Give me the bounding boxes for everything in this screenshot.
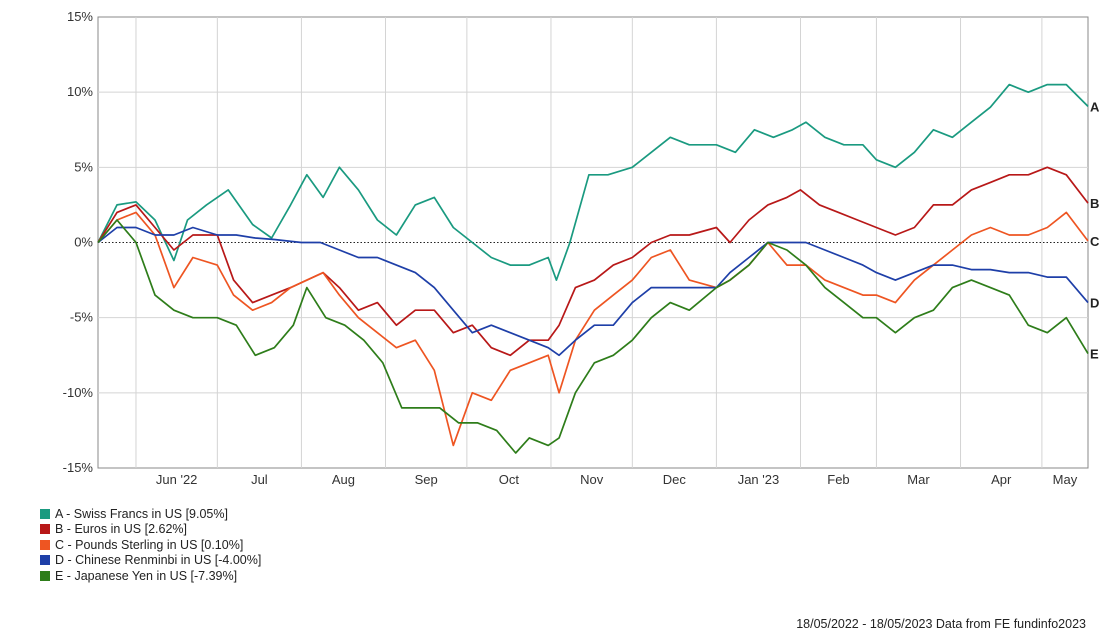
legend-item: C - Pounds Sterling in US [0.10%] xyxy=(40,537,261,553)
y-tick-label: -10% xyxy=(63,385,94,400)
series-end-label: D xyxy=(1090,296,1099,311)
series-lines xyxy=(97,83,1089,454)
x-tick-label: Apr xyxy=(991,472,1012,487)
legend-swatch xyxy=(40,539,50,550)
legend-label: E - Japanese Yen in US [-7.39%] xyxy=(55,568,238,583)
series-end-label: C xyxy=(1090,234,1100,249)
y-tick-label: 10% xyxy=(67,84,93,99)
y-tick-label: 5% xyxy=(74,159,93,174)
series-line-c xyxy=(97,211,1089,447)
legend: A - Swiss Francs in US [9.05%] B - Euros … xyxy=(40,506,261,584)
legend-item: B - Euros in US [2.62%] xyxy=(40,522,261,538)
series-end-label: E xyxy=(1090,347,1099,362)
y-tick-label: -5% xyxy=(70,310,94,325)
legend-item: A - Swiss Francs in US [9.05%] xyxy=(40,506,261,522)
x-tick-label: Nov xyxy=(580,472,604,487)
x-tick-label: Feb xyxy=(827,472,849,487)
legend-swatch xyxy=(40,570,50,581)
series-line-b xyxy=(97,166,1089,357)
x-tick-label: Jan '23 xyxy=(738,472,780,487)
x-tick-label: Jun '22 xyxy=(156,472,198,487)
legend-item: E - Japanese Yen in US [-7.39%] xyxy=(40,568,261,584)
series-line-e xyxy=(97,219,1089,454)
data-source-footer: 18/05/2022 - 18/05/2023 Data from FE fun… xyxy=(796,617,1086,631)
legend-item: D - Chinese Renminbi in US [-4.00%] xyxy=(40,553,261,569)
y-axis-ticks: 15% 10% 5% 0% -5% -10% -15% xyxy=(63,9,94,475)
series-end-labels: A B C D E xyxy=(1090,99,1100,361)
legend-label: B - Euros in US [2.62%] xyxy=(55,522,188,537)
line-chart: 15% 10% 5% 0% -5% -10% -15% Jun '22 Jul Aug Sep Oc… xyxy=(63,9,1100,487)
series-end-label: A xyxy=(1090,99,1100,114)
legend-label: D - Chinese Renminbi in US [-4.00%] xyxy=(55,553,262,568)
x-tick-label: Aug xyxy=(332,472,355,487)
legend-label: C - Pounds Sterling in US [0.10%] xyxy=(55,537,244,552)
legend-label: A - Swiss Francs in US [9.05%] xyxy=(55,506,228,521)
legend-swatch xyxy=(40,524,50,535)
series-line-a xyxy=(97,83,1089,281)
legend-swatch xyxy=(40,508,50,519)
series-end-label: B xyxy=(1090,196,1099,211)
x-tick-label: Dec xyxy=(663,472,687,487)
y-tick-label: 0% xyxy=(74,235,93,250)
y-tick-label: 15% xyxy=(67,9,93,24)
x-tick-label: Oct xyxy=(499,472,520,487)
x-tick-label: May xyxy=(1053,472,1078,487)
x-tick-label: Jul xyxy=(251,472,268,487)
x-axis-ticks: Jun '22 Jul Aug Sep Oct Nov Dec Jan '23 Feb Mar Ap… xyxy=(156,472,1078,487)
x-tick-label: Sep xyxy=(415,472,438,487)
y-tick-label: -15% xyxy=(63,460,94,475)
x-tick-label: Mar xyxy=(907,472,930,487)
legend-swatch xyxy=(40,555,50,566)
series-line-d xyxy=(97,226,1089,357)
